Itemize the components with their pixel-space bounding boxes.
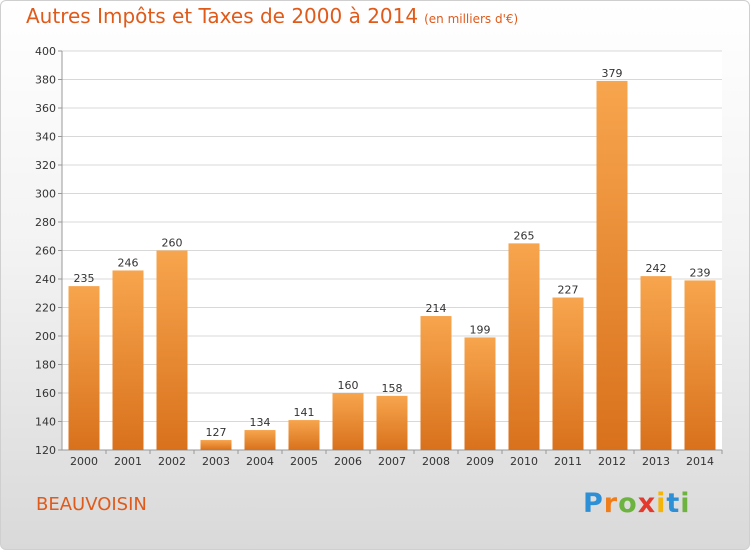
y-tick-label: 300 [35, 188, 56, 201]
data-label: 246 [118, 256, 139, 269]
bar [112, 270, 144, 450]
y-tick-label: 280 [35, 216, 56, 229]
x-tick-label: 2014 [686, 455, 714, 468]
y-tick-label: 200 [35, 330, 56, 343]
y-tick-label: 340 [35, 131, 56, 144]
y-tick-label: 400 [35, 45, 56, 58]
x-tick-label: 2003 [202, 455, 230, 468]
data-label: 141 [294, 406, 315, 419]
x-tick-label: 2001 [114, 455, 142, 468]
data-label: 260 [162, 237, 183, 250]
data-label: 235 [74, 272, 95, 285]
bar [508, 243, 540, 450]
y-tick-label: 320 [35, 159, 56, 172]
x-tick-label: 2006 [334, 455, 362, 468]
bar [684, 280, 716, 450]
y-tick-label: 220 [35, 302, 56, 315]
x-tick-label: 2009 [466, 455, 494, 468]
y-tick-label: 180 [35, 359, 56, 372]
y-tick-label: 260 [35, 245, 56, 258]
x-tick-label: 2010 [510, 455, 538, 468]
y-tick-label: 360 [35, 102, 56, 115]
bar [376, 395, 408, 450]
logo-letter: o [618, 488, 638, 519]
data-label: 242 [646, 262, 667, 275]
data-label: 265 [514, 229, 535, 242]
chart-title-text: Autres Impôts et Taxes de 2000 à 2014 [26, 4, 419, 28]
x-tick-label: 2011 [554, 455, 582, 468]
x-tick-label: 2000 [70, 455, 98, 468]
logo-letter: t [666, 488, 681, 519]
x-tick-label: 2012 [598, 455, 626, 468]
y-tick-label: 240 [35, 273, 56, 286]
proxiti-logo: Proxiti [583, 488, 691, 519]
x-tick-label: 2005 [290, 455, 318, 468]
logo-letter: i [656, 488, 667, 519]
data-label: 379 [602, 67, 623, 80]
data-label: 127 [206, 426, 227, 439]
bar [596, 80, 628, 451]
bar [464, 337, 496, 450]
data-label: 227 [558, 284, 579, 297]
logo-letter: P [583, 488, 604, 519]
bar [244, 430, 276, 450]
bar [640, 276, 672, 450]
chart-title: Autres Impôts et Taxes de 2000 à 2014 (en… [26, 4, 518, 28]
logo-letter: r [603, 488, 619, 519]
bar [420, 316, 452, 450]
location-label: BEAUVOISIN [36, 494, 147, 515]
y-tick-label: 120 [35, 444, 56, 457]
y-tick-label: 140 [35, 416, 56, 429]
x-tick-label: 2008 [422, 455, 450, 468]
bar [68, 286, 100, 450]
y-tick-label: 160 [35, 387, 56, 400]
bar [332, 393, 364, 450]
bar [552, 297, 584, 450]
data-label: 239 [690, 266, 711, 279]
logo-letter: i [680, 488, 691, 519]
bar [288, 420, 320, 450]
x-tick-label: 2007 [378, 455, 406, 468]
data-label: 199 [470, 323, 491, 336]
data-label: 134 [250, 416, 271, 429]
x-tick-label: 2013 [642, 455, 670, 468]
x-tick-label: 2002 [158, 455, 186, 468]
y-tick-label: 380 [35, 74, 56, 87]
x-tick-label: 2004 [246, 455, 274, 468]
data-label: 160 [338, 379, 359, 392]
data-label: 158 [382, 382, 403, 395]
data-label: 214 [426, 302, 447, 315]
logo-letter: x [637, 488, 657, 519]
chart-subtitle: (en milliers d'€) [424, 12, 519, 26]
bar [200, 440, 232, 450]
bar [156, 250, 188, 450]
